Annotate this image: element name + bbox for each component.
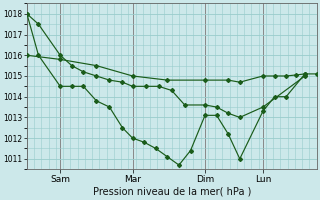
X-axis label: Pression niveau de la mer( hPa ): Pression niveau de la mer( hPa ) (92, 187, 251, 197)
